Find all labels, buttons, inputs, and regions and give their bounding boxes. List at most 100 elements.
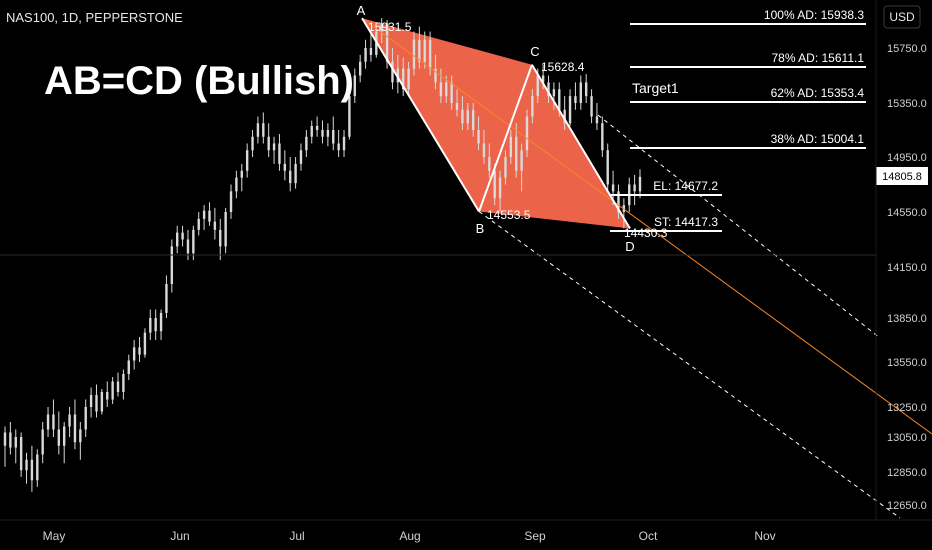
candle-body <box>353 75 356 97</box>
candle-body <box>450 82 453 103</box>
candle-body <box>380 23 383 32</box>
chart-title: AB=CD (Bullish) <box>44 59 354 103</box>
candle-body <box>412 39 416 69</box>
candle-body <box>251 136 254 151</box>
candle-body <box>256 123 260 137</box>
symbol-header: NAS100, 1D, PEPPERSTONE <box>6 10 183 25</box>
candle-body <box>590 96 593 117</box>
candle-body <box>310 125 313 137</box>
candle-body <box>272 143 276 151</box>
candle-body <box>176 232 179 247</box>
candle-body <box>364 48 367 62</box>
y-tick-label: 14950.0 <box>887 152 927 164</box>
candle-body <box>579 82 583 103</box>
candle-body <box>138 347 141 355</box>
candle-body <box>558 89 561 110</box>
candle-body <box>229 191 233 212</box>
candle-body <box>402 68 405 90</box>
x-tick-label: Jun <box>170 529 189 543</box>
candle-body <box>299 150 303 164</box>
candle-body <box>536 75 539 97</box>
candle-body <box>332 130 335 144</box>
currency-button-frame[interactable] <box>883 5 921 29</box>
candle-body <box>498 177 502 199</box>
y-tick-label: 14550.0 <box>887 207 927 219</box>
candle-body <box>439 82 443 97</box>
candle-body <box>606 150 609 185</box>
candle-body <box>509 136 513 157</box>
leg-cd <box>531 64 631 229</box>
currency-button-label[interactable]: USD <box>889 10 915 24</box>
level-label: 62% AD: 15353.4 <box>771 86 865 100</box>
point-price-label: 14430.3 <box>624 226 668 240</box>
candle-body <box>192 229 195 254</box>
candle-body <box>57 429 61 446</box>
candle-body <box>595 116 599 124</box>
x-tick-label: Oct <box>639 529 658 543</box>
candle-body <box>466 109 469 124</box>
point-letter: D <box>625 239 634 254</box>
y-tick-label: 12650.0 <box>887 500 927 512</box>
candle-body <box>283 163 287 171</box>
level-label: 78% AD: 15611.1 <box>771 51 864 65</box>
y-tick-label: 15750.0 <box>887 43 927 55</box>
point-letter: B <box>476 221 485 236</box>
candle-body <box>170 246 174 284</box>
currency-button[interactable]: USD <box>883 5 921 29</box>
x-tick-label: May <box>43 529 66 543</box>
channel-line-upper <box>597 114 881 339</box>
ad-diagonal-line <box>361 17 932 435</box>
candle-body <box>611 184 615 192</box>
candle-body <box>245 150 249 171</box>
candle-body <box>321 130 324 137</box>
candle-body <box>240 170 243 178</box>
level-label: EL: 14677.2 <box>653 179 718 193</box>
candle-body <box>407 68 410 90</box>
candle-body <box>68 414 71 427</box>
point-price-label: 15931.5 <box>368 20 412 34</box>
candle-body <box>418 39 421 62</box>
candle-body <box>46 414 50 430</box>
candle-body <box>132 347 136 361</box>
candle-body <box>14 437 17 448</box>
candle-body <box>84 407 87 430</box>
candle-body <box>477 130 480 144</box>
pattern-layer <box>362 18 630 229</box>
candle-body <box>154 318 157 332</box>
candle-body <box>633 184 636 192</box>
pattern-triangle-bcd <box>479 64 630 229</box>
candle-body <box>531 96 534 117</box>
candle-body <box>547 82 550 97</box>
labels-layer: 100% AD: 15938.3 78% AD: 15611.1 62% AD: 1… <box>357 3 928 254</box>
candle-body <box>289 170 292 184</box>
candle-body <box>186 239 190 254</box>
candle-body <box>202 210 206 219</box>
y-tick-label: 13050.0 <box>887 432 927 444</box>
candle-body <box>515 136 518 171</box>
point-letter: A <box>357 3 366 18</box>
target1-label: Target1 <box>632 80 679 96</box>
y-tick-label: 13550.0 <box>887 357 927 369</box>
point-price-label: 15628.4 <box>541 60 585 74</box>
candle-body <box>488 157 491 171</box>
candle-body <box>25 459 28 471</box>
y-tick-label: 13850.0 <box>887 313 927 325</box>
y-tick-label: 13250.0 <box>887 402 927 414</box>
candle-body <box>143 332 147 355</box>
candle-body <box>471 109 475 130</box>
candle-body <box>262 123 265 137</box>
candle-body <box>617 191 620 212</box>
x-tick-label: Jul <box>289 529 304 543</box>
lines-layer <box>0 17 932 519</box>
candle-body <box>348 96 351 137</box>
candle-body <box>305 136 308 151</box>
x-tick-label: Aug <box>399 529 420 543</box>
candle-body <box>278 143 281 164</box>
candle-body <box>385 23 389 62</box>
candle-body <box>455 103 459 110</box>
candle-body <box>294 163 297 184</box>
y-tick-label: 15350.0 <box>887 98 927 110</box>
level-label: ST: 14417.3 <box>654 215 718 229</box>
